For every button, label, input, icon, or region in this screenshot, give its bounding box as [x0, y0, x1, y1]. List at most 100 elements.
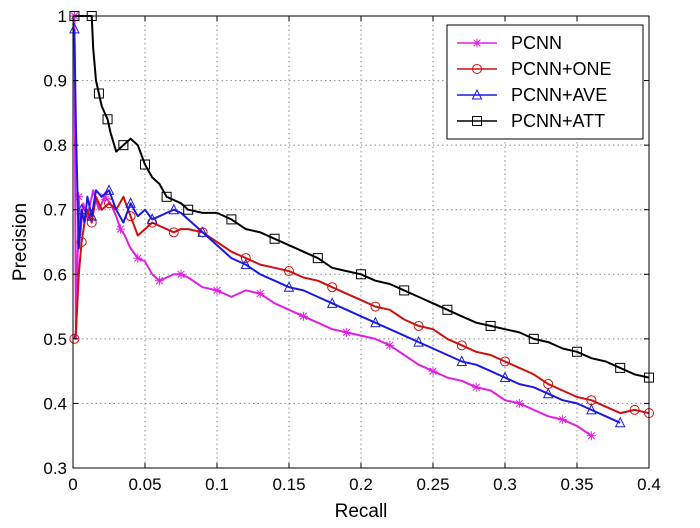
data-point-pcnn: [74, 192, 84, 202]
data-point-pcnn-ave: [283, 281, 295, 292]
x-tick-label: 0.25: [416, 475, 449, 494]
data-point-pcnn-ave: [586, 403, 597, 415]
series-layer: [69, 11, 654, 441]
y-tick-label: 0.5: [43, 330, 67, 349]
data-point-pcnn-ave: [542, 387, 554, 399]
data-point-pcnn-att: [183, 204, 194, 215]
y-tick-label: 0.4: [43, 394, 67, 413]
data-point-pcnn: [100, 192, 110, 202]
data-point-pcnn-ave: [614, 416, 626, 428]
x-axis-label: Recall: [335, 501, 388, 522]
data-point-pcnn-ave: [197, 226, 208, 237]
data-point-pcnn-ave: [326, 297, 338, 308]
data-point-pcnn-ave: [86, 210, 98, 221]
data-point-pcnn-ave: [168, 203, 180, 215]
data-point-pcnn-one: [284, 266, 294, 277]
data-point-pcnn-att: [269, 233, 280, 244]
data-point-pcnn: [298, 311, 308, 321]
legend-label-pcnn-ave: PCNN+AVE: [511, 85, 607, 105]
data-point-pcnn-one: [629, 404, 640, 415]
data-point-pcnn-att: [442, 304, 453, 315]
data-point-pcnn-att: [226, 214, 237, 225]
data-point-pcnn-ave: [125, 197, 136, 208]
data-point-pcnn-one: [76, 237, 87, 247]
grid-lines: [73, 16, 649, 468]
x-tick-label: 0.35: [560, 475, 593, 494]
x-tick-label: 0: [68, 475, 77, 494]
data-point-pcnn-ave: [499, 371, 511, 383]
x-tick-label: 0.05: [128, 475, 161, 494]
y-tick-label: 0.3: [43, 459, 67, 478]
data-point-pcnn-att: [399, 285, 410, 296]
y-tick-label: 0.8: [43, 136, 67, 155]
data-point-pcnn: [558, 415, 568, 425]
data-point-pcnn: [385, 340, 395, 350]
legend-label-pcnn: PCNN: [511, 33, 562, 53]
data-point-pcnn-one: [327, 282, 338, 293]
data-point-pcnn: [586, 431, 596, 441]
data-point-pcnn: [471, 382, 481, 392]
x-tick-label: 0.3: [493, 475, 517, 494]
data-point-pcnn-ave: [146, 213, 158, 224]
data-point-pcnn-att: [572, 346, 582, 357]
legend-item-pcnn-one: PCNN+ONE: [457, 59, 612, 79]
x-tick-label: 0.4: [637, 475, 661, 494]
y-axis-label: Precision: [10, 203, 31, 281]
y-tick-label: 1: [58, 7, 67, 26]
legend-marker-pcnn-ave: [471, 88, 483, 100]
legend-box: [446, 24, 644, 140]
series-line-pcnn-att: [74, 15, 650, 379]
data-point-pcnn-one: [413, 320, 424, 331]
data-point-pcnn-ave: [413, 335, 424, 347]
data-point-pcnn-ave: [240, 258, 252, 270]
data-point-pcnn: [514, 398, 524, 408]
data-point-pcnn-att: [615, 362, 626, 373]
data-point-pcnn-att: [485, 320, 496, 331]
legend-marker-pcnn-att: [472, 116, 482, 126]
legend-marker-pcnn-one: [472, 64, 482, 74]
data-point-pcnn-ave: [456, 355, 468, 366]
data-point-pcnn-ave: [76, 203, 87, 215]
data-point-pcnn-att: [118, 140, 129, 151]
data-point-pcnn: [133, 253, 143, 263]
data-point-pcnn-one: [86, 217, 97, 228]
legend-label-pcnn-one: PCNN+ONE: [511, 59, 612, 79]
y-tick-label: 0.6: [43, 265, 67, 284]
data-point-pcnn-ave: [69, 22, 80, 34]
data-point-pcnn-att: [312, 253, 323, 264]
series-line-pcnn-one: [73, 195, 650, 415]
axis-ticks: 0 0.05 0.1 0.15 0.2 0.25 0.3 0.35 0.4 0.3 0.4 0.5 0.…: [43, 7, 660, 494]
data-point-pcnn-att: [93, 88, 104, 99]
data-point-pcnn: [428, 366, 438, 376]
data-point-pcnn: [176, 269, 186, 279]
data-point-pcnn-att: [528, 333, 539, 344]
data-point-pcnn: [255, 289, 265, 299]
data-point-pcnn-one: [240, 253, 251, 264]
data-point-pcnn: [212, 285, 222, 295]
legend-marker-pcnn: [472, 38, 482, 48]
legend-item-pcnn-ave: PCNN+AVE: [457, 85, 607, 105]
data-point-pcnn-one: [500, 356, 510, 367]
data-point-pcnn-one: [69, 333, 80, 344]
data-point-pcnn-att: [102, 114, 113, 125]
data-point-pcnn-att: [356, 269, 366, 280]
data-point-pcnn: [342, 327, 352, 337]
series-pcnn-ave: [69, 22, 626, 428]
x-tick-label: 0.15: [272, 475, 305, 494]
data-point-pcnn-att: [140, 159, 150, 170]
data-point-pcnn: [154, 276, 164, 286]
legend-item-pcnn-att: PCNN+ATT: [457, 111, 605, 131]
data-point-pcnn-ave: [103, 184, 115, 195]
y-tick-label: 0.7: [43, 201, 67, 220]
legend-item-pcnn: PCNN: [457, 33, 562, 53]
x-tick-label: 0.2: [349, 475, 373, 494]
data-point-pcnn: [82, 211, 92, 221]
y-tick-label: 0.9: [43, 72, 67, 91]
data-point-pcnn-att: [161, 191, 172, 202]
data-point-pcnn-one: [456, 340, 467, 351]
data-point-pcnn-one: [168, 227, 179, 238]
legend-label-pcnn-att: PCNN+ATT: [511, 111, 605, 131]
data-point-pcnn-one: [370, 301, 381, 312]
data-point-pcnn-ave: [370, 316, 381, 328]
